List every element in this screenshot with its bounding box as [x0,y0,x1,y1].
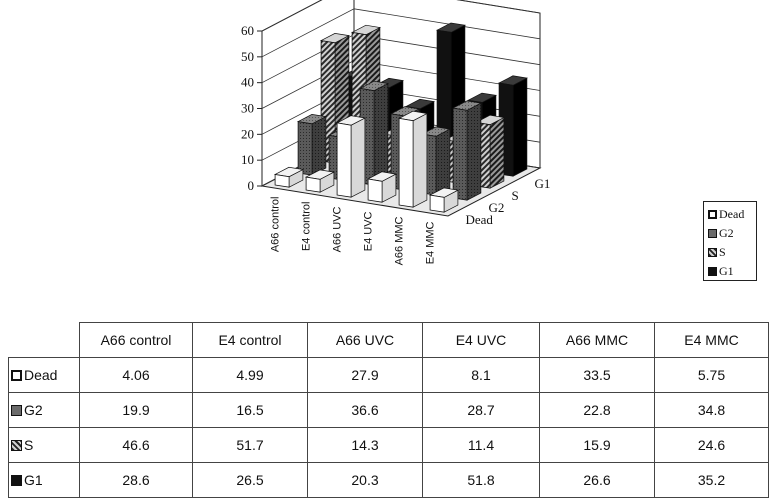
bar-dead-1 [304,169,336,193]
table-cell: 28.6 [79,462,193,498]
table-cell: 4.99 [192,357,308,393]
depth-label: G1 [535,176,551,191]
row-swatch-g2 [11,405,22,416]
legend-swatch-g2 [708,229,717,238]
table-cell: 14.3 [307,427,423,463]
gridline [261,8,541,58]
table-cell: 33.5 [539,357,655,393]
bar-g2-5 [451,100,483,201]
table-cell: 51.7 [192,427,308,463]
row-label: Dead [24,367,58,383]
bar-dead-2 [336,115,366,198]
y-tick-label: 40 [241,75,254,90]
table-row: S 46.6 51.7 14.3 11.4 15.9 24.6 [8,427,769,463]
y-tick-label: 60 [241,23,254,38]
row-swatch-s [11,440,22,451]
chart-3d-column: 0 10 20 30 40 50 60 A66 control E4 control A66 U… [241,0,551,266]
table-cell: 26.6 [539,462,655,498]
depth-label: S [512,188,519,203]
table-cell: 8.1 [422,357,540,393]
row-label: S [24,437,34,453]
y-tick-label: 10 [241,152,254,167]
row-swatch-g1 [11,475,22,486]
x-tick-label: E4 control [301,202,313,252]
depth-label: Dead [466,212,494,227]
column-header: E4 control [192,322,308,358]
y-axis-ticks: 0 10 20 30 40 50 60 [241,0,541,193]
table-row: G2 19.9 16.5 36.6 28.7 22.8 34.8 [8,392,769,428]
bar-dead-5 [429,187,459,213]
gridline [261,0,541,32]
row-header-dead: Dead [8,357,80,393]
chart-bars [273,22,528,213]
data-table: A66 control E4 control A66 UVC E4 UVC A6… [8,322,769,498]
table-cell: 22.8 [539,392,655,428]
x-tick-label: A66 MMC [394,216,406,265]
legend-swatch-dead [708,210,717,219]
table-cell: 16.5 [192,392,308,428]
legend-label-g2: G2 [719,226,734,240]
table-cell: 19.9 [79,392,193,428]
table-cell: 11.4 [422,427,540,463]
bar-dead-0 [273,166,305,188]
table-header-row: A66 control E4 control A66 UVC E4 UVC A6… [8,322,769,358]
x-axis-labels: A66 control E4 control A66 UVC E4 UVC A66 MM… [270,197,437,266]
legend-swatch-s [708,248,717,257]
y-tick-label: 0 [248,178,255,193]
table-cell: 28.7 [422,392,540,428]
table-cell: 36.6 [307,392,423,428]
table-row: G1 28.6 26.5 20.3 51.8 26.6 35.2 [8,462,769,498]
y-tick-label: 30 [241,101,254,116]
column-header: E4 UVC [422,322,540,358]
table-cell: 46.6 [79,427,193,463]
table-cell: 51.8 [422,462,540,498]
bar-dead-3 [367,171,397,203]
legend-item-g1: G1 [708,262,756,281]
chart-area: 0 10 20 30 40 50 60 A66 control E4 control A66 U… [241,0,551,266]
x-tick-label: E4 UVC [363,211,375,251]
table-row: Dead 4.06 4.99 27.9 8.1 33.5 5.75 [8,357,769,393]
x-tick-label: A66 control [270,197,282,253]
x-tick-label: A66 UVC [332,206,344,252]
table-cell: 5.75 [654,357,769,393]
column-header: A66 control [79,322,193,358]
column-header: E4 MMC [654,322,769,358]
table-cell: 27.9 [307,357,423,393]
depth-label: G2 [489,200,505,215]
legend-item-s: S [708,243,756,262]
legend-label-s: S [719,245,726,259]
table-cell: 15.9 [539,427,655,463]
legend-item-dead: Dead [708,205,756,224]
bar-g1-5 [498,75,528,177]
column-header: A66 MMC [539,322,655,358]
table-cell: 24.6 [654,427,769,463]
legend-label-g1: G1 [719,264,734,278]
table-cell: 4.06 [79,357,193,393]
bar-g2-0 [296,114,328,176]
legend-swatch-g1 [708,267,717,276]
column-header: A66 UVC [307,322,423,358]
y-tick-label: 50 [241,49,254,64]
table-cell: 34.8 [654,392,769,428]
legend-label-dead: Dead [719,207,745,221]
y-tick-label: 20 [241,126,254,141]
row-header-s: S [8,427,80,463]
row-label: G2 [24,402,43,418]
table-cell: 20.3 [307,462,423,498]
row-swatch-dead [11,370,22,381]
row-label: G1 [24,472,43,488]
x-tick-label: E4 MMC [425,221,437,264]
table-corner [8,322,80,358]
table-cell: 35.2 [654,462,769,498]
table-cell: 26.5 [192,462,308,498]
bar-dead-4 [398,110,428,208]
legend-item-g2: G2 [708,224,756,243]
chart-legend: Dead G2 S G1 [703,201,757,281]
row-header-g1: G1 [8,462,80,498]
row-header-g2: G2 [8,392,80,428]
